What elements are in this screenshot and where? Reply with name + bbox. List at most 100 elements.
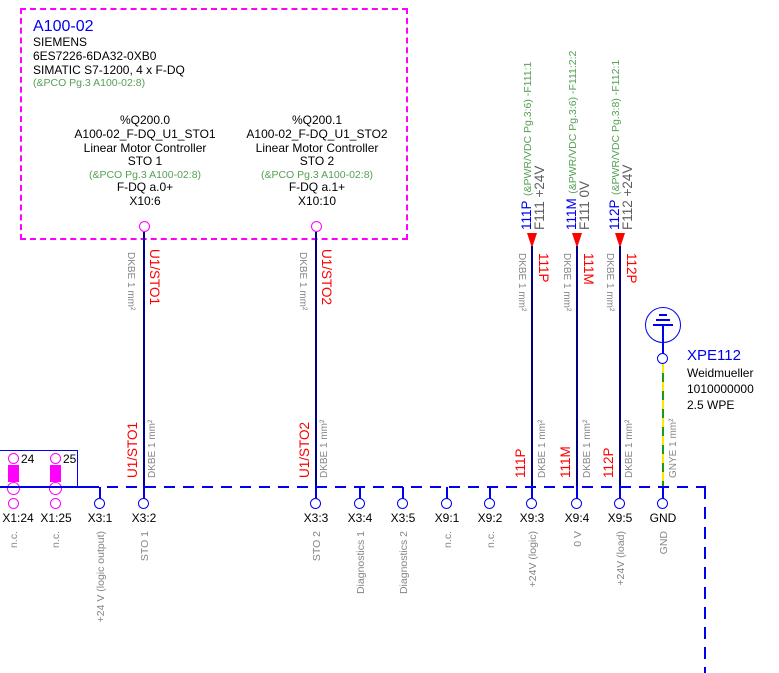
channel-function2: STO 2	[299, 154, 335, 169]
x1-25-number: 25	[63, 452, 77, 466]
wire-111m	[576, 246, 578, 486]
x1-24-terminal-body	[8, 465, 19, 482]
terminal-stub	[489, 487, 491, 499]
wire-name-label: 111M	[558, 446, 573, 478]
terminal-stub	[446, 487, 448, 499]
terminal-function: +24 V (logic output)	[95, 531, 107, 623]
wire-u1-sto2	[315, 232, 317, 486]
plc-device-box	[20, 8, 408, 240]
plc-part-number: 6ES7226-6DA32-0XB0	[33, 48, 157, 63]
terminal-function: Diagnostics 2	[398, 531, 410, 595]
terminal-name: X9:3	[519, 511, 545, 525]
terminal-name: X9:1	[434, 511, 460, 525]
cable-label: DKBE 1 mm²	[319, 419, 330, 478]
terminal-connector	[94, 498, 105, 509]
terminal-name: X9:4	[564, 511, 590, 525]
earth-bar-mid	[656, 319, 670, 321]
feed-potential-label: F111 +24V	[532, 165, 547, 230]
channel-io-point: F-DQ a.0+	[116, 180, 174, 195]
wire-name-label: 111P	[513, 448, 528, 478]
terminal-connector	[397, 498, 408, 509]
wire-name-label: U1/STO1	[147, 249, 162, 306]
terminal-name: X1:25	[40, 511, 72, 525]
channel-symbol: A100-02_F-DQ_U1_STO1	[74, 126, 216, 141]
feed-source-ref: (&PWR/VDC Pg.3:6) -F111:2:2	[567, 50, 579, 194]
cable-label: DKBE 1 mm²	[125, 252, 136, 311]
earth-bar-long	[653, 324, 673, 326]
plc-tag: A100-02	[33, 18, 94, 35]
wire-name-label: U1/STO1	[125, 421, 140, 478]
terminal-connector	[441, 498, 452, 509]
terminal-name: X9:5	[607, 511, 633, 525]
feed-potential-label: F112 +24V	[620, 164, 635, 230]
terminal-function: +24V (logic)	[527, 531, 539, 588]
plc-description: SIMATIC S7-1200, 4 x F-DQ	[33, 62, 185, 77]
cable-label: DKBE 1 mm²	[604, 253, 615, 312]
terminal-function: GND	[658, 531, 670, 555]
earth-stem	[662, 325, 664, 354]
channel-symbol: A100-02_F-DQ_U1_STO2	[246, 126, 388, 141]
plc-channel-sto2: %Q200.1 A100-02_F-DQ_U1_STO2 Linear Moto…	[227, 113, 407, 209]
channel-address: %Q200.1	[291, 113, 343, 127]
terminal-stub	[619, 486, 621, 499]
bus-line-solid	[0, 486, 88, 488]
terminal-connector	[310, 498, 321, 509]
cable-label: GNYE 1 mm²	[668, 418, 679, 478]
cable-label: DKBE 1 mm²	[624, 419, 635, 478]
pin-x10-10-connector	[311, 221, 322, 232]
wire-111p	[531, 246, 533, 486]
earth-type: 2.5 WPE	[687, 398, 735, 412]
channel-pin: X10:6	[129, 193, 161, 208]
terminal-stub	[402, 487, 404, 499]
terminal-stub	[143, 486, 145, 499]
terminal-stub	[531, 486, 533, 499]
earth-bar-short	[659, 314, 667, 316]
channel-io-point: F-DQ a.1+	[288, 180, 346, 195]
terminal-function: STO 1	[139, 531, 151, 562]
x1-24-line-connector	[7, 482, 20, 495]
power-feed-arrow-icon	[615, 233, 625, 248]
panel-boundary-dashed	[704, 487, 706, 673]
cable-label: DKBE 1 mm²	[561, 253, 572, 312]
cable-label: DKBE 1 mm²	[297, 252, 308, 311]
x1-25-line-connector	[49, 482, 62, 495]
terminal-function: n.c.	[50, 531, 62, 548]
power-feed-arrow-icon	[527, 233, 537, 248]
channel-address: %Q200.0	[119, 113, 171, 127]
feed-potential-label: F111 0V	[577, 180, 592, 230]
terminal-stub	[662, 486, 664, 499]
terminal-function: 0 V	[572, 531, 584, 547]
terminal-connector	[138, 498, 149, 509]
terminal-name: X3:2	[131, 511, 157, 525]
terminal-connector	[354, 498, 365, 509]
terminal-name: X9:2	[477, 511, 503, 525]
channel-pin: X10:10	[297, 193, 337, 208]
terminal-connector	[657, 498, 668, 509]
terminal-connector	[526, 498, 537, 509]
earth-connector	[657, 353, 668, 364]
wire-u1-sto1	[143, 232, 145, 486]
channel-function: Linear Motor Controller	[83, 140, 207, 155]
terminal-function: STO 2	[311, 531, 323, 562]
terminal-name: X3:1	[87, 511, 113, 525]
terminal-stub	[576, 486, 578, 499]
terminal-connector	[484, 498, 495, 509]
x1-24-top-connector	[8, 453, 19, 464]
channel-function: Linear Motor Controller	[255, 140, 379, 155]
terminal-name: X3:5	[390, 511, 416, 525]
plc-channel-sto1: %Q200.0 A100-02_F-DQ_U1_STO1 Linear Moto…	[55, 113, 235, 209]
plc-header: A100-02 SIEMENS 6ES7226-6DA32-0XB0 SIMAT…	[33, 17, 185, 89]
x1-25-terminal-body	[50, 465, 61, 482]
pin-x10-6-connector	[139, 221, 150, 232]
earth-terminal-info: XPE112 Weidmueller 1010000000 2.5 WPE	[687, 346, 754, 413]
terminal-name: GND	[649, 511, 677, 525]
power-feed-arrow-icon	[572, 233, 582, 248]
wire-112p	[619, 246, 621, 486]
channel-cross-ref: (&PCO Pg.3 A100-02:8)	[260, 169, 374, 182]
earth-manufacturer: Weidmueller	[687, 366, 754, 380]
terminal-connector	[571, 498, 582, 509]
wire-name-label: 112P	[601, 447, 616, 478]
terminal-name: X1:24	[2, 511, 34, 525]
wire-name-label: U1/STO2	[319, 249, 334, 306]
